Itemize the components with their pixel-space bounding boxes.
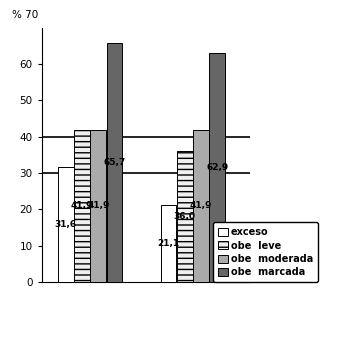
Text: 62,9: 62,9 [206,163,228,172]
Text: 21,1: 21,1 [157,239,179,248]
Text: 41,9: 41,9 [87,201,109,211]
Text: 65,7: 65,7 [103,158,126,167]
Text: 41,9: 41,9 [190,201,212,211]
Text: % 70: % 70 [12,10,39,20]
Text: 36,0: 36,0 [174,212,196,221]
Bar [161,205,176,282]
Bar [74,130,90,282]
Bar [58,167,74,282]
Bar [177,151,193,282]
Bar [209,53,225,282]
Bar [107,43,122,282]
Legend: exceso, obe  leve, obe  moderada, obe  marcada: exceso, obe leve, obe moderada, obe marc… [213,222,318,282]
Bar [193,130,209,282]
Text: 31,6: 31,6 [55,220,77,229]
Text: 41,9: 41,9 [71,201,93,211]
Bar [91,130,106,282]
